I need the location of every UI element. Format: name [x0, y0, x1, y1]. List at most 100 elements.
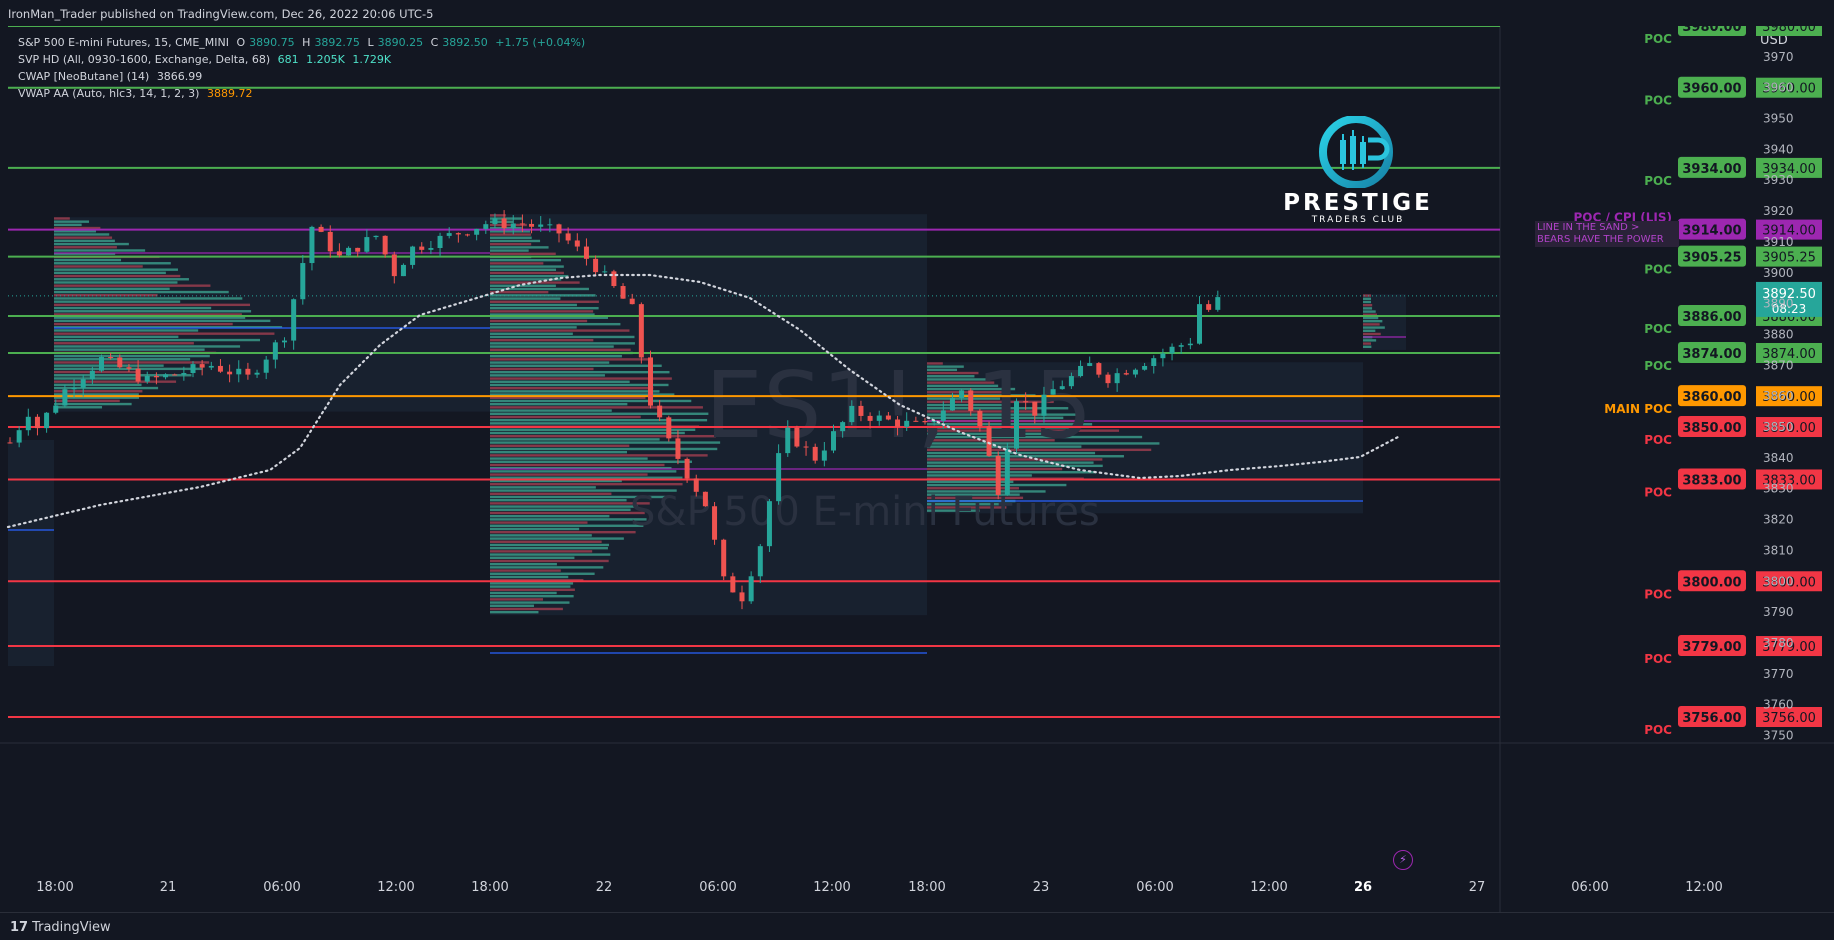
legend-c-label: C — [430, 36, 439, 49]
candle-body — [455, 233, 461, 235]
volume-profile-bar — [927, 435, 1143, 439]
volume-profile-bar — [490, 306, 599, 310]
candle-body — [986, 426, 992, 456]
volume-profile-bar — [490, 441, 721, 444]
volume-profile-bar — [927, 461, 1094, 464]
volume-profile-bar — [54, 284, 211, 287]
volume-profile-bar — [1363, 316, 1379, 320]
volume-profile-bar — [490, 412, 709, 415]
volume-profile-bar — [490, 502, 650, 505]
volume-profile-bar — [54, 322, 233, 326]
volume-profile-bar — [54, 242, 129, 246]
candle-body — [227, 371, 233, 375]
volume-profile-bar — [490, 534, 592, 537]
legend-o-label: O — [236, 36, 246, 49]
volume-profile-bar — [927, 381, 995, 384]
legend-change: +1.75 (+0.04%) — [495, 36, 586, 49]
volume-profile-bar — [490, 601, 570, 604]
volume-profile-bar — [1363, 307, 1373, 310]
candle-body — [611, 271, 617, 287]
candle-body — [1087, 363, 1093, 366]
volume-profile-bar — [490, 380, 630, 383]
volume-profile-bar — [927, 397, 1001, 400]
volume-profile-bar — [927, 413, 1078, 416]
volume-profile-bar — [490, 470, 677, 473]
axis-price-label-text: 3800.00 — [1762, 575, 1816, 590]
volume-profile-bar — [490, 479, 622, 483]
session-profile-box — [8, 440, 54, 666]
legend-svp-row[interactable]: SVP HD (All, 0930-1600, Exchange, Delta,… — [18, 51, 589, 68]
axis-price-label-text: 3905.25 — [1762, 251, 1816, 266]
candle-body — [840, 422, 846, 432]
footer-bar: 17 TradingView — [0, 912, 1834, 940]
poc-price-badge — [1678, 468, 1746, 490]
candle-body — [190, 364, 196, 374]
volume-profile-bar — [490, 562, 557, 566]
volume-profile-bar — [927, 509, 980, 512]
volume-profile-bar — [927, 432, 1070, 436]
svp-value-1: 681 — [277, 53, 299, 66]
lightning-icon[interactable]: ⚡ — [1393, 850, 1413, 870]
poc-tag-label: POC — [1644, 322, 1672, 336]
legend-symbol[interactable]: S&P 500 E-mini Futures, 15, CME_MINI — [18, 36, 229, 49]
volume-profile-bar — [1363, 313, 1378, 316]
cwap-name: CWAP [NeoButane] (14) — [18, 70, 150, 83]
axis-price-label-text: 3914.00 — [1762, 224, 1816, 239]
last-price-label — [1756, 281, 1822, 317]
candle-body — [245, 368, 251, 375]
volume-profile-bar — [490, 236, 532, 239]
volume-profile-bar — [490, 399, 692, 403]
poc-tag-label: POC — [1644, 359, 1672, 373]
y-tick-label: 3830 — [1763, 482, 1794, 496]
volume-profile-bar — [490, 313, 595, 316]
volume-profile-bar — [54, 233, 110, 236]
x-tick-label: 06:00 — [1571, 880, 1608, 895]
volume-profile-bar — [490, 284, 556, 287]
candle-body — [44, 412, 50, 429]
poc-price-badge-text: 3905.25 — [1682, 251, 1741, 266]
volume-profile-bar — [54, 297, 243, 300]
volume-profile-bar — [1363, 294, 1371, 297]
legend-cwap-row[interactable]: CWAP [NeoButane] (14) 3866.99 — [18, 68, 589, 85]
volume-profile-bar — [54, 294, 158, 297]
volume-profile-bar — [490, 393, 675, 396]
volume-profile-bar — [490, 540, 602, 543]
y-tick-label: 3850 — [1763, 420, 1794, 434]
candle-body — [492, 218, 498, 225]
candle-body — [657, 405, 663, 418]
volume-profile-bar — [1363, 326, 1385, 329]
axis-price-label-text: 3779.00 — [1762, 640, 1816, 655]
candle-body — [428, 248, 434, 250]
cwap-value: 3866.99 — [156, 70, 203, 83]
volume-profile-bar — [490, 364, 662, 367]
volume-profile-bar — [54, 374, 192, 377]
candle-body — [904, 420, 910, 427]
volume-profile-bar — [54, 364, 164, 367]
candle-body — [7, 442, 13, 444]
legend-vwap-row[interactable]: VWAP AA (Auto, hlc3, 14, 1, 2, 3) 3889.7… — [18, 85, 589, 102]
legend-open: 3890.75 — [249, 36, 295, 49]
volume-profile-bar — [490, 383, 669, 387]
candle-body — [99, 357, 104, 371]
volume-profile-bar — [490, 319, 588, 323]
volume-profile-bar — [490, 460, 692, 463]
tradingview-logo[interactable]: 17 TradingView — [10, 920, 111, 935]
candle-body — [117, 357, 123, 368]
publisher-bar: IronMan_Trader published on TradingView.… — [0, 0, 1834, 26]
candle-body — [620, 286, 626, 299]
candle-body — [126, 367, 132, 369]
volume-profile-bar — [490, 303, 577, 307]
candle-body — [172, 374, 178, 376]
poc-price-badge — [1678, 304, 1746, 326]
y-tick-label: 3900 — [1763, 266, 1794, 280]
x-tick-label: 26 — [1354, 880, 1372, 895]
poc-tag-label: POC — [1644, 587, 1672, 601]
volume-profile-bar — [927, 451, 1096, 455]
volume-profile-bar — [927, 487, 1019, 490]
x-tick-label: 12:00 — [1685, 880, 1722, 895]
volume-profile-bar — [927, 493, 1020, 496]
candle-body — [181, 373, 187, 375]
poc-tag-label: POC — [1644, 263, 1672, 277]
candle-body — [831, 431, 836, 451]
